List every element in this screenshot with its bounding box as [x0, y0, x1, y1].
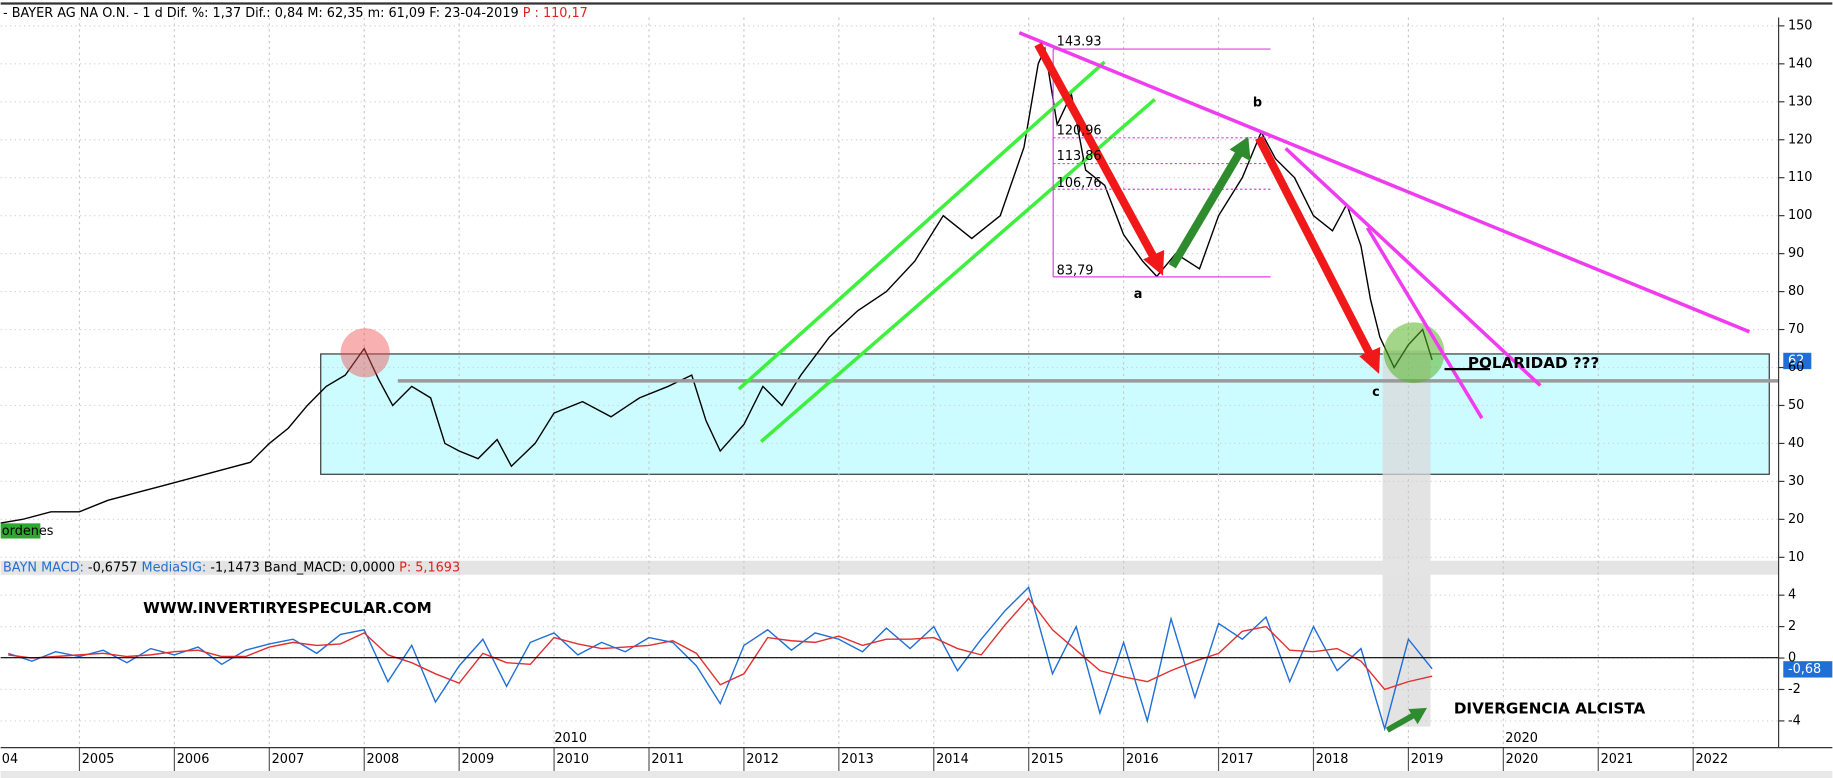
- tag-box: [0, 523, 41, 539]
- fib-label: 106,76: [1057, 176, 1102, 191]
- annotation: POLARIDAD ???: [1468, 354, 1599, 372]
- y-tick-label: 30: [1788, 474, 1804, 489]
- fib-label: 83,79: [1057, 264, 1094, 279]
- watermark: WWW.INVERTIRYESPECULAR.COM: [143, 599, 432, 617]
- series-line: [8, 586, 1433, 732]
- x-tick-label: 2012: [746, 752, 779, 767]
- y-tick-label: 0: [1788, 651, 1796, 666]
- channel-line: [737, 60, 1106, 391]
- header-part: MediaSIG:: [142, 560, 207, 575]
- last-label: -0,68: [1788, 662, 1821, 677]
- header-part: -0,6757: [88, 560, 138, 575]
- last-label: 62: [1788, 353, 1804, 368]
- header-part: -1,1473 Band_MACD: 0,0000: [210, 560, 395, 575]
- y-tick-label: 150: [1788, 18, 1813, 33]
- arrow: [1034, 42, 1159, 262]
- y-tick-label: 20: [1788, 512, 1804, 527]
- circle-marker: [340, 328, 390, 378]
- last-box: [1783, 661, 1833, 678]
- y-tick-label: 130: [1788, 94, 1813, 109]
- fib-label: 120,96: [1057, 123, 1102, 138]
- x-tick-label: 2009: [461, 752, 494, 767]
- arrow-head: [1229, 136, 1251, 162]
- x-tick-label: 2015: [1031, 752, 1064, 767]
- labels: - BAYER AG NA O.N. - 1 d Dif. %: 1,37 Di…: [0, 5, 1833, 767]
- arrow-head: [1359, 346, 1381, 374]
- annotation: DIVERGENCIA ALCISTA: [1454, 700, 1646, 718]
- arrow-head: [1143, 249, 1165, 276]
- x-tick-label: 2022: [1696, 752, 1729, 767]
- header-part: P: 5,1693: [399, 560, 460, 575]
- x-tick-label: 2005: [82, 752, 115, 767]
- y-tick-label: 50: [1788, 398, 1804, 413]
- y-tick-label: 40: [1788, 436, 1804, 451]
- y-tick-label: -4: [1788, 713, 1801, 728]
- x-tick-label: 2008: [367, 752, 400, 767]
- last-box: [1783, 352, 1812, 370]
- y-tick-label: 100: [1788, 208, 1813, 223]
- x-tick-label: 2007: [272, 752, 305, 767]
- x-tick-label: 2014: [936, 752, 969, 767]
- trend-line: [1018, 31, 1751, 334]
- x-tick-label: 2010: [556, 752, 589, 767]
- y-tick-label: 110: [1788, 170, 1813, 185]
- series: [0, 46, 1433, 732]
- x-tick-label: 2016: [1126, 752, 1159, 767]
- y-tick-label: 60: [1788, 360, 1804, 375]
- x-tick-label: 04: [2, 752, 18, 767]
- x-tick-label: 2018: [1316, 752, 1349, 767]
- arrow-head: [1408, 707, 1427, 725]
- tag: ordenes: [2, 524, 54, 539]
- trend-line: [1365, 226, 1484, 420]
- wave-letter: c: [1372, 385, 1380, 400]
- x-tick-label: 2006: [177, 752, 210, 767]
- x-tick-label: 2020: [1506, 752, 1539, 767]
- wave-letter: b: [1253, 95, 1262, 110]
- y-tick-label: 140: [1788, 56, 1813, 71]
- y-tick-label: 2: [1788, 619, 1796, 634]
- x-tick-label: 2013: [841, 752, 874, 767]
- series-line: [0, 46, 1433, 524]
- y-tick-label: 4: [1788, 588, 1796, 603]
- wave-letter: a: [1134, 287, 1143, 302]
- macd-header: BAYN MACD: -0,6757 MediaSIG: -1,1473 Ban…: [3, 560, 460, 575]
- y-tick-label: -2: [1788, 682, 1801, 697]
- header-price: P : 110,17: [523, 5, 588, 20]
- header: - BAYER AG NA O.N. - 1 d Dif. %: 1,37 Di…: [3, 5, 588, 20]
- y-tick-label: 120: [1788, 132, 1813, 147]
- series-line: [8, 597, 1433, 691]
- range-box: [320, 353, 1770, 475]
- scrollbar: [0, 770, 1833, 778]
- header-text: - BAYER AG NA O.N. - 1 d Dif. %: 1,37 Di…: [3, 5, 519, 20]
- x-tick-label: 2017: [1221, 752, 1254, 767]
- decade-label: 2010: [554, 731, 587, 746]
- y-tick-label: 90: [1788, 246, 1804, 261]
- highlight-band: [1382, 350, 1431, 727]
- x-tick-label: 2019: [1411, 752, 1444, 767]
- arrow: [1168, 149, 1244, 269]
- arrow: [1385, 712, 1416, 733]
- x-tick-label: 2021: [1601, 752, 1634, 767]
- circle-marker: [1383, 322, 1445, 384]
- fib-label: 143.93: [1057, 35, 1102, 50]
- x-tick-label: 2011: [651, 752, 684, 767]
- grid: [0, 17, 1785, 771]
- channel-line: [759, 97, 1156, 443]
- y-tick-label: 10: [1788, 550, 1804, 565]
- y-tick-label: 70: [1788, 322, 1804, 337]
- header-part: BAYN MACD:: [3, 560, 84, 575]
- y-tick-label: 80: [1788, 284, 1804, 299]
- drawings: [0, 17, 1833, 778]
- arrow: [1255, 135, 1375, 359]
- fib-label: 113,86: [1057, 149, 1102, 164]
- panel-separator: [0, 560, 1779, 575]
- decade-label: 2020: [1505, 731, 1538, 746]
- trend-line: [1284, 147, 1542, 387]
